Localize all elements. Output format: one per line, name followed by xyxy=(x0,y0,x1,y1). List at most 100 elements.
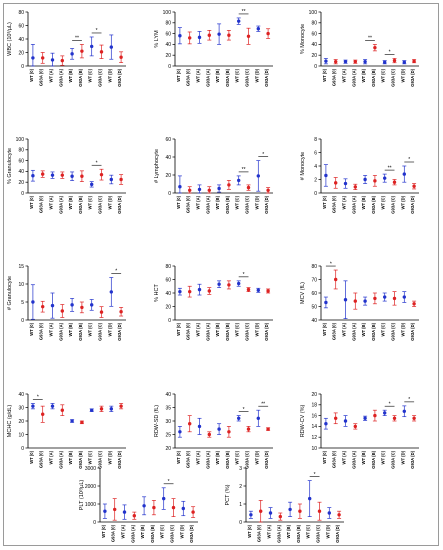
y-tick-label: 0 xyxy=(168,191,171,197)
x-tick-label: WT (D) xyxy=(254,322,259,336)
data-point xyxy=(41,412,45,416)
data-point xyxy=(343,59,348,64)
data-point xyxy=(41,304,45,309)
x-tick-label: WT (A) xyxy=(49,195,54,209)
data-point xyxy=(327,511,331,515)
y-axis-label: WBC (10³/µL) xyxy=(7,22,13,56)
significance-label: * xyxy=(408,397,410,403)
data-point xyxy=(402,60,406,64)
x-tick-label: WT (0) xyxy=(247,524,252,537)
x-tick-label: G93A (0) xyxy=(332,195,337,213)
data-point xyxy=(412,184,416,188)
data-point xyxy=(373,296,377,301)
x-tick-label: G93A (A) xyxy=(205,322,210,340)
data-point xyxy=(402,172,406,176)
significance-label: * xyxy=(330,261,332,267)
x-tick-label: WT (C) xyxy=(88,450,93,464)
x-tick-label: WT (B) xyxy=(361,322,366,336)
y-tick-label: 0 xyxy=(314,191,317,197)
significance-label: * xyxy=(168,479,170,485)
x-tick-label: G93A (D) xyxy=(335,524,340,542)
data-point xyxy=(278,514,282,519)
y-tick-label: 0 xyxy=(21,64,24,70)
data-point xyxy=(383,295,387,299)
data-point xyxy=(268,511,273,515)
chart-panel: 0 20 40 60 80 % HCT WT (0) G93A (0) WT (A) G93A (… xyxy=(154,264,273,341)
x-tick-label: WT (B) xyxy=(361,68,366,82)
x-tick-label: G93A (A) xyxy=(205,195,210,213)
x-tick-label: G93A (B) xyxy=(225,68,230,86)
y-tick-label: 20 xyxy=(165,446,171,452)
data-point xyxy=(227,33,231,37)
chart-panel: 10 12 14 16 18 20 RDW-CV (%) WT (0) G93A (0) WT (… xyxy=(300,392,419,469)
y-tick-label: 40 xyxy=(18,392,24,398)
data-point xyxy=(353,59,357,64)
y-tick-label: 60 xyxy=(18,23,24,29)
x-tick-label: WT (D) xyxy=(107,68,112,82)
y-tick-label: 20 xyxy=(311,392,317,398)
x-tick-label: WT (B) xyxy=(215,322,220,336)
data-point xyxy=(197,187,202,192)
y-tick-label: 15 xyxy=(18,264,24,270)
x-tick-label: WT (D) xyxy=(107,195,112,209)
y-tick-label: 14 xyxy=(311,424,317,430)
data-point xyxy=(99,50,104,54)
data-point xyxy=(119,310,123,314)
y-axis-label: % LYM xyxy=(154,30,160,48)
data-point xyxy=(227,430,231,434)
x-tick-label: WT (B) xyxy=(361,195,366,209)
data-point xyxy=(188,188,192,192)
x-tick-label: G93A (A) xyxy=(351,322,356,340)
x-tick-label: WT (A) xyxy=(49,322,54,336)
data-point xyxy=(412,416,416,420)
x-tick-label: G93A (C) xyxy=(98,450,103,468)
data-point xyxy=(353,299,357,303)
x-tick-label: G93A (0) xyxy=(39,322,44,340)
x-tick-label: G93A (A) xyxy=(276,524,281,542)
data-point xyxy=(70,52,74,56)
y-tick-label: 35 xyxy=(165,405,171,411)
significance-label: ** xyxy=(242,167,246,173)
x-tick-label: G93A (0) xyxy=(186,68,191,86)
data-point xyxy=(217,282,221,286)
y-tick-label: 0 xyxy=(168,318,171,324)
x-tick-label: WT (0) xyxy=(176,322,181,335)
y-axis-label: PCT (%) xyxy=(225,484,231,505)
y-tick-label: 0 xyxy=(314,64,317,70)
data-point xyxy=(308,496,312,501)
data-point xyxy=(50,404,55,408)
data-point xyxy=(363,416,367,420)
x-tick-label: G93A (B) xyxy=(225,322,230,340)
chart-panel: 0 5 10 15 # Granulocyte WT (0) G93A (0) WT (A) G… xyxy=(7,264,126,341)
x-tick-label: G93A (B) xyxy=(78,195,83,213)
y-tick-label: 100 xyxy=(309,10,318,16)
x-tick-label: G93A (B) xyxy=(78,68,83,86)
y-tick-label: 2 xyxy=(314,177,317,183)
y-tick-label: 80 xyxy=(165,264,171,270)
data-point xyxy=(256,288,260,292)
y-tick-label: 20 xyxy=(165,304,171,310)
y-axis-label: MCHC (g/dL) xyxy=(7,405,13,438)
x-tick-label: WT (B) xyxy=(140,524,145,538)
data-point xyxy=(353,424,357,429)
y-axis-label: % Monocyte xyxy=(300,24,306,54)
y-tick-label: 2000 xyxy=(85,484,96,490)
x-tick-label: G93A (C) xyxy=(170,524,175,542)
x-tick-label: G93A (A) xyxy=(58,68,63,86)
x-tick-label: WT (D) xyxy=(107,450,112,464)
x-tick-label: WT (A) xyxy=(196,322,201,336)
data-point xyxy=(188,36,192,40)
x-tick-label: WT (C) xyxy=(235,322,240,336)
x-tick-label: WT (B) xyxy=(68,322,73,336)
x-tick-label: WT (A) xyxy=(49,450,54,464)
y-tick-label: 10 xyxy=(18,282,24,288)
data-point xyxy=(178,289,182,294)
x-tick-label: WT (B) xyxy=(215,195,220,209)
significance-label: * xyxy=(389,50,391,56)
x-tick-label: WT (A) xyxy=(196,195,201,209)
x-tick-label: G93A (D) xyxy=(264,450,269,468)
x-tick-label: WT (D) xyxy=(107,322,112,336)
significance-label: * xyxy=(115,269,117,275)
y-tick-label: 100 xyxy=(16,137,25,143)
data-point xyxy=(402,409,406,413)
